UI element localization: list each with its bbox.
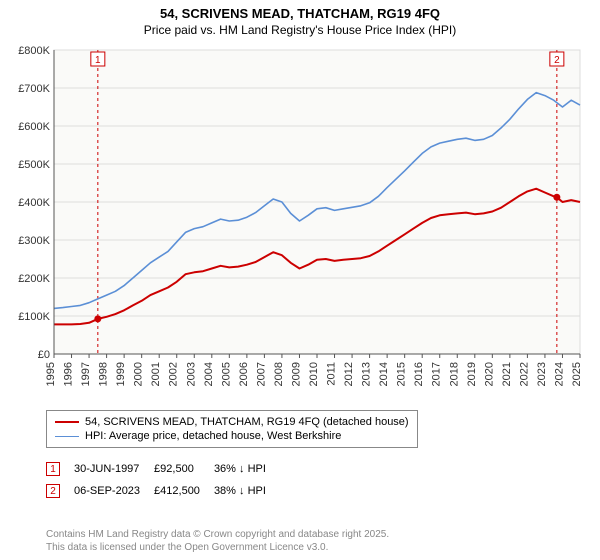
svg-text:2009: 2009	[290, 362, 302, 386]
svg-text:2015: 2015	[396, 362, 408, 386]
event-date: 06-SEP-2023	[74, 480, 154, 502]
event-date: 30-JUN-1997	[74, 458, 154, 480]
legend-swatch	[55, 436, 79, 437]
event-delta: 36% ↓ HPI	[214, 458, 280, 480]
svg-text:2005: 2005	[220, 362, 232, 386]
svg-text:£700K: £700K	[18, 83, 50, 95]
svg-text:2022: 2022	[518, 362, 530, 386]
event-marker-box: 1	[46, 462, 60, 476]
svg-text:2017: 2017	[431, 362, 443, 386]
svg-text:2008: 2008	[273, 362, 285, 386]
svg-text:2013: 2013	[361, 362, 373, 386]
events-table: 1 30-JUN-1997£92,50036% ↓ HPI 2 06-SEP-2023…	[46, 458, 280, 502]
svg-text:2023: 2023	[536, 362, 548, 386]
svg-text:£600K: £600K	[18, 121, 50, 133]
event-marker-box: 2	[46, 484, 60, 498]
svg-text:£200K: £200K	[18, 273, 50, 285]
legend-label: HPI: Average price, detached house, West…	[85, 430, 341, 442]
footer-line2: This data is licensed under the Open Gov…	[46, 542, 328, 553]
line-chart: £0 £100K £200K £300K £400K £500K £600K £700K £80…	[10, 44, 590, 404]
footer-line1: Contains HM Land Registry data © Crown c…	[46, 529, 389, 540]
page-subtitle: Price paid vs. HM Land Registry's House …	[0, 23, 600, 41]
svg-text:£0: £0	[38, 349, 50, 361]
svg-text:2010: 2010	[308, 362, 320, 386]
chart-svg: £0 £100K £200K £300K £400K £500K £600K £700K £80…	[10, 44, 590, 404]
event-delta: 38% ↓ HPI	[214, 480, 280, 502]
svg-text:2003: 2003	[185, 362, 197, 386]
svg-text:2002: 2002	[168, 362, 180, 386]
svg-text:1996: 1996	[63, 362, 75, 386]
legend-item: HPI: Average price, detached house, West…	[55, 429, 409, 443]
legend-item: 54, SCRIVENS MEAD, THATCHAM, RG19 4FQ (d…	[55, 415, 409, 429]
svg-text:£500K: £500K	[18, 159, 50, 171]
svg-text:1997: 1997	[80, 362, 92, 386]
svg-text:2007: 2007	[255, 362, 267, 386]
svg-text:2021: 2021	[501, 362, 513, 386]
legend-label: 54, SCRIVENS MEAD, THATCHAM, RG19 4FQ (d…	[85, 416, 409, 428]
svg-text:2020: 2020	[483, 362, 495, 386]
svg-text:£400K: £400K	[18, 197, 50, 209]
svg-text:1999: 1999	[115, 362, 127, 386]
svg-text:2000: 2000	[133, 362, 145, 386]
event-price: £92,500	[154, 458, 214, 480]
svg-text:£100K: £100K	[18, 311, 50, 323]
event-row: 2 06-SEP-2023£412,50038% ↓ HPI	[46, 480, 280, 502]
svg-text:2012: 2012	[343, 362, 355, 386]
page-title: 54, SCRIVENS MEAD, THATCHAM, RG19 4FQ	[0, 0, 600, 23]
event-price: £412,500	[154, 480, 214, 502]
svg-text:2011: 2011	[326, 362, 338, 386]
svg-text:£800K: £800K	[18, 45, 50, 57]
svg-text:2024: 2024	[553, 362, 565, 386]
footer-attribution: Contains HM Land Registry data © Crown c…	[46, 528, 389, 554]
svg-text:2001: 2001	[150, 362, 162, 386]
svg-text:2016: 2016	[413, 362, 425, 386]
chart-container: 54, SCRIVENS MEAD, THATCHAM, RG19 4FQ Pr…	[0, 0, 600, 560]
svg-text:2025: 2025	[571, 362, 583, 386]
svg-text:2014: 2014	[378, 362, 390, 386]
svg-text:1998: 1998	[98, 362, 110, 386]
svg-text:2018: 2018	[448, 362, 460, 386]
svg-text:2: 2	[554, 55, 560, 66]
svg-text:2006: 2006	[238, 362, 250, 386]
svg-text:1: 1	[95, 55, 101, 66]
svg-text:2019: 2019	[466, 362, 478, 386]
svg-text:£300K: £300K	[18, 235, 50, 247]
svg-text:1995: 1995	[45, 362, 57, 386]
svg-text:2004: 2004	[203, 362, 215, 386]
legend: 54, SCRIVENS MEAD, THATCHAM, RG19 4FQ (d…	[46, 410, 418, 448]
legend-swatch	[55, 421, 79, 423]
event-row: 1 30-JUN-1997£92,50036% ↓ HPI	[46, 458, 280, 480]
